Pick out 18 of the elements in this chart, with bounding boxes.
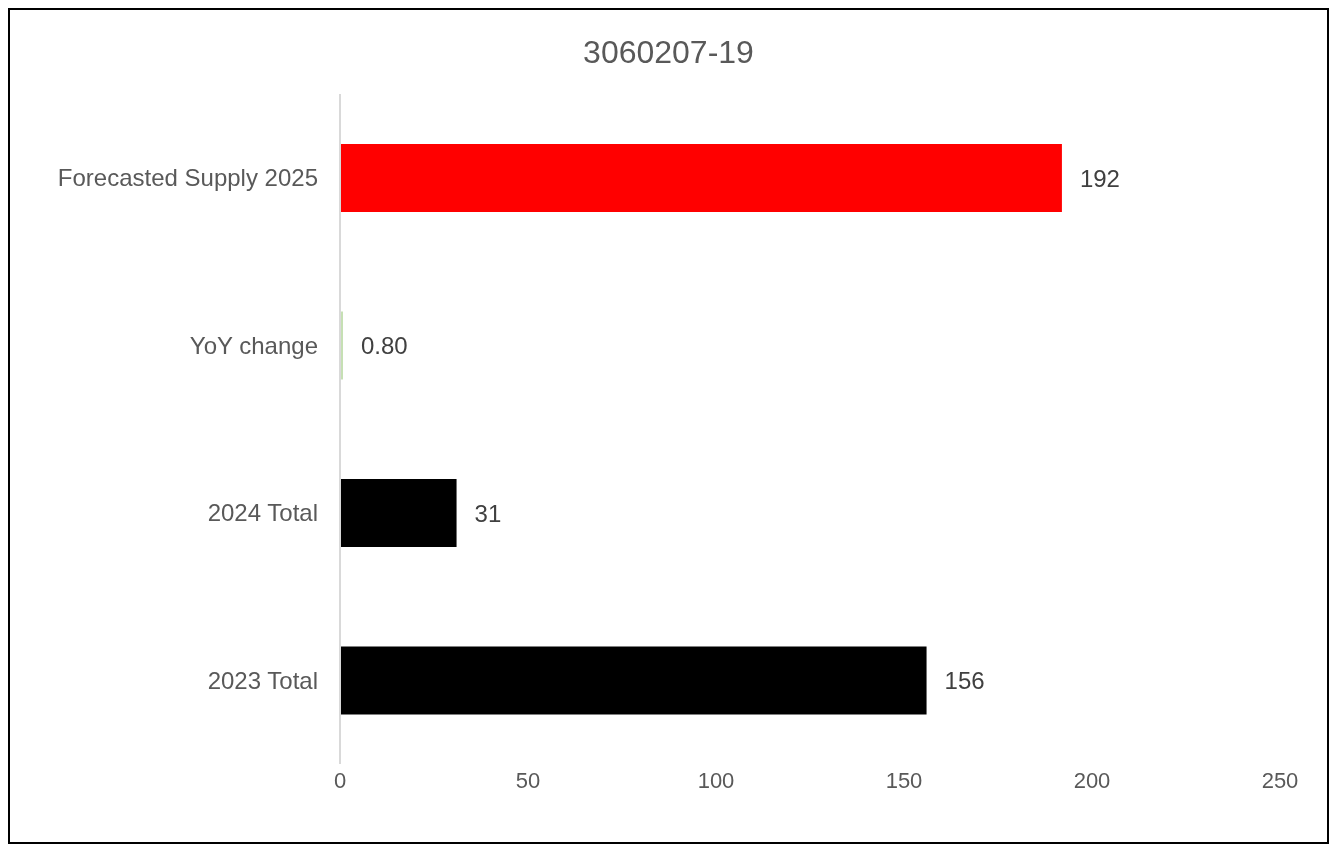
- bar: [340, 144, 1062, 212]
- y-tick-label: Forecasted Supply 2025: [57, 164, 318, 192]
- x-tick-label: 200: [1073, 767, 1111, 793]
- data-label: 0.80: [361, 332, 408, 360]
- chart-title: 3060207-19: [582, 34, 755, 72]
- bar: [340, 479, 457, 547]
- bar: [340, 646, 927, 715]
- x-tick-label: 50: [515, 767, 541, 793]
- x-tick-label: 100: [697, 767, 735, 793]
- y-tick-label: 2023 Total: [207, 666, 318, 694]
- y-tick-label: YoY change: [189, 331, 318, 359]
- x-tick-label: 250: [1261, 767, 1299, 793]
- y-tick-label: 2024 Total: [207, 499, 318, 527]
- data-label: 192: [1079, 164, 1120, 192]
- x-tick-label: 150: [885, 767, 923, 793]
- data-label: 156: [944, 667, 985, 695]
- data-label: 31: [474, 499, 502, 527]
- x-tick-label: 0: [333, 767, 347, 793]
